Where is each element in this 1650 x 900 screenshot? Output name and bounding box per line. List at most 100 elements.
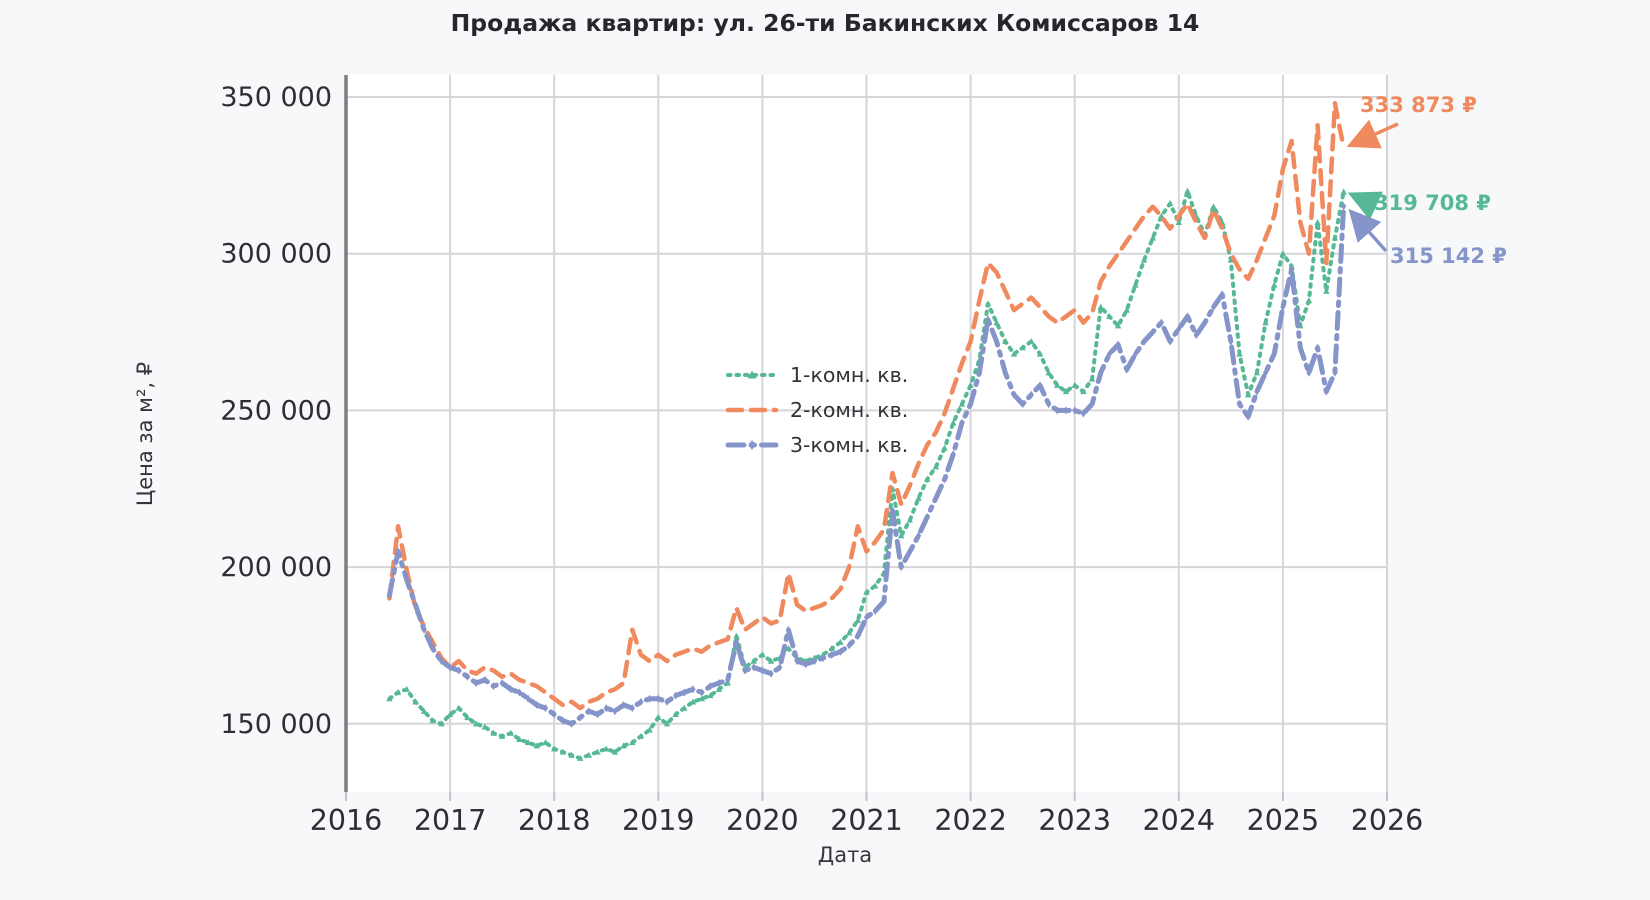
series-marker — [845, 629, 853, 636]
series-marker — [968, 400, 974, 409]
series-marker — [464, 714, 471, 721]
series-marker — [924, 512, 930, 521]
series-marker — [430, 644, 436, 653]
series-marker — [681, 704, 688, 711]
series-marker — [915, 531, 922, 540]
series-marker — [1167, 337, 1173, 346]
series-marker — [542, 739, 549, 746]
series-marker — [1132, 281, 1139, 288]
series-marker — [1210, 203, 1217, 210]
series-marker — [1123, 306, 1130, 313]
series-marker — [1340, 188, 1347, 195]
series-marker — [395, 547, 401, 556]
y-axis-title: Цена за м², ₽ — [133, 362, 157, 506]
series-marker — [456, 666, 462, 675]
annotation-arrow — [1348, 208, 1388, 253]
series-marker — [655, 714, 662, 721]
y-tick-label: 200 000 — [220, 552, 332, 583]
series-marker — [767, 657, 775, 664]
series-marker — [707, 682, 713, 691]
series-marker — [1332, 368, 1338, 377]
series-marker — [394, 689, 402, 696]
legend-label: 3-комн. кв. — [790, 433, 908, 457]
series-marker — [560, 716, 566, 725]
series-marker — [1271, 349, 1277, 358]
series-marker — [1236, 400, 1243, 409]
annotation-arrow — [1346, 119, 1399, 149]
series-marker — [907, 547, 913, 556]
series-marker — [820, 653, 826, 662]
series-marker — [837, 647, 844, 656]
series-marker — [1253, 369, 1261, 376]
series-marker — [803, 660, 809, 669]
series-marker — [1028, 390, 1034, 399]
series-marker — [438, 720, 445, 727]
series-marker — [1028, 338, 1035, 345]
series-marker — [1037, 381, 1043, 390]
series-marker — [1341, 202, 1347, 211]
series-marker — [637, 732, 645, 739]
series-marker — [577, 754, 584, 761]
series-marker — [568, 751, 575, 758]
series-marker — [1184, 312, 1191, 321]
series-marker — [854, 616, 862, 623]
series-marker — [559, 748, 567, 755]
series-marker — [464, 672, 471, 681]
series-marker — [1323, 387, 1329, 396]
series-marker — [646, 726, 653, 733]
series-marker — [715, 685, 723, 692]
series-marker — [777, 663, 783, 672]
series-marker — [673, 691, 679, 700]
series-marker — [994, 337, 1000, 346]
series-marker — [829, 650, 835, 659]
series-marker — [1106, 312, 1113, 319]
series-marker — [1011, 390, 1017, 399]
series-marker — [742, 666, 748, 675]
series-marker — [508, 685, 514, 694]
x-tick-label: 2024 — [1143, 804, 1216, 837]
series-marker — [1149, 234, 1156, 241]
x-tick-label: 2019 — [622, 804, 695, 837]
series-marker — [906, 516, 914, 523]
series-marker — [603, 704, 609, 713]
series-marker — [577, 713, 583, 722]
series-marker — [429, 717, 436, 724]
series-marker — [412, 698, 419, 705]
series-marker — [871, 582, 879, 589]
series-marker — [664, 697, 670, 706]
legend-marker — [747, 370, 757, 379]
legend-item: 3-комн. кв. — [725, 433, 908, 457]
x-tick-label: 2022 — [934, 804, 1007, 837]
series-marker — [967, 381, 974, 388]
series-marker — [534, 700, 540, 709]
series-marker — [621, 700, 627, 709]
series-marker — [594, 710, 601, 719]
series-marker — [472, 720, 480, 727]
series-marker — [1002, 368, 1008, 377]
series-marker — [1236, 350, 1243, 357]
series-marker — [1158, 318, 1165, 327]
series-marker — [837, 638, 844, 645]
series-marker — [1158, 212, 1165, 219]
x-tick-label: 2025 — [1247, 804, 1320, 837]
series-marker — [1140, 256, 1148, 263]
series-marker — [551, 710, 557, 719]
series-marker — [785, 645, 792, 652]
series-marker — [1193, 331, 1199, 340]
series-marker — [863, 588, 870, 595]
series-marker — [811, 657, 818, 666]
series-marker — [533, 742, 541, 749]
series-marker — [759, 666, 765, 675]
series-marker — [611, 748, 619, 755]
series-marker — [1019, 344, 1026, 351]
series-marker — [1323, 287, 1330, 294]
series-marker — [499, 679, 505, 688]
series-marker — [603, 745, 610, 752]
series-marker — [1331, 234, 1339, 241]
series-marker — [551, 745, 558, 752]
series-marker — [586, 707, 592, 716]
series-marker — [689, 698, 697, 705]
series-marker — [1262, 319, 1269, 326]
y-tick-label: 150 000 — [220, 709, 332, 740]
